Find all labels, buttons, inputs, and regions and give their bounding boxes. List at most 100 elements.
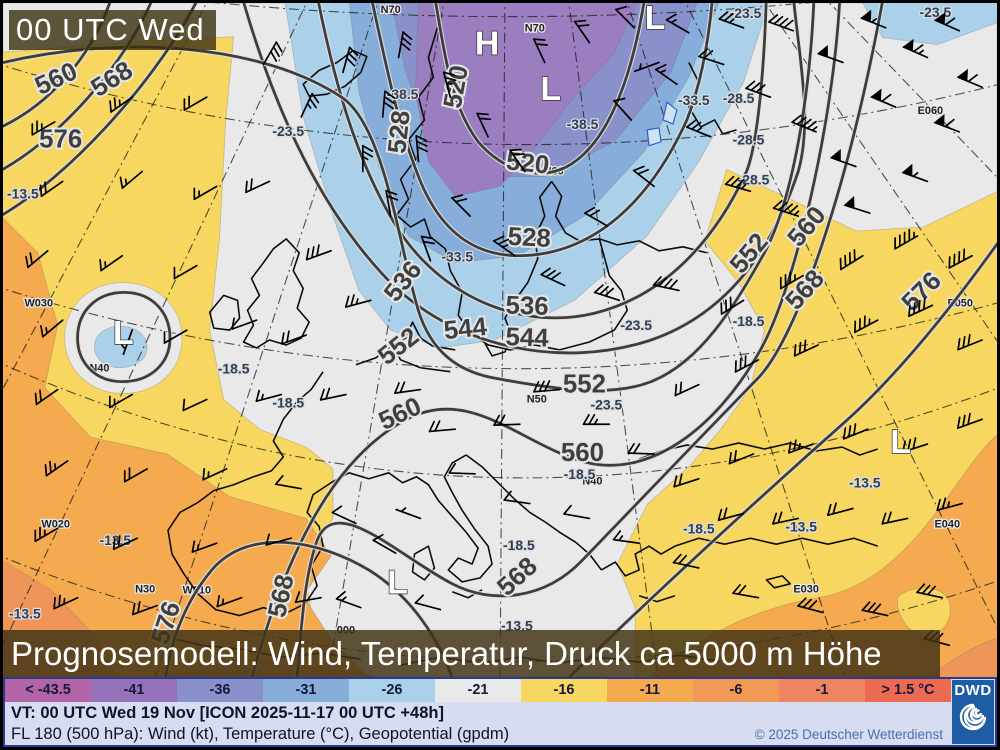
coastline <box>395 27 452 271</box>
temperature-labels: -38.5 -38.5 -33.5 -33.5 -28.5 -28.5 -28.5 -23.5… <box>6 3 953 635</box>
wind-barb <box>613 97 633 121</box>
band-minus6-se-corner <box>929 638 997 677</box>
wind-barb <box>881 511 909 525</box>
graticule-line-E010 <box>499 3 506 677</box>
valid-time-line: VT: 00 UTC Wed 19 Nov [ICON 2025-11-17 0… <box>11 704 444 722</box>
wind-barb <box>25 249 49 269</box>
temp-label: -23.5 <box>730 5 762 21</box>
wind-barb <box>672 553 700 569</box>
wind-barb <box>305 244 332 261</box>
valid-time-label: 00 UTC Wed <box>16 12 205 47</box>
graticule-line-W020 <box>3 3 308 647</box>
wind-barb <box>633 61 660 73</box>
wind-barb <box>503 490 531 505</box>
wind-barb <box>627 442 655 455</box>
wind-barb <box>131 601 158 616</box>
map-title-bar: Prognosemodell: Wind, Temperatur, Druck … <box>3 630 940 677</box>
wind-barb <box>793 339 819 357</box>
wind-barb <box>842 423 869 440</box>
temp-label: -23.5 <box>920 4 952 20</box>
coastline <box>348 454 493 583</box>
wind-barb <box>615 5 636 29</box>
wind-barb <box>300 92 320 118</box>
wind-barb <box>40 319 64 338</box>
wind-barb <box>319 387 347 401</box>
legend-cell: -1 <box>779 679 865 702</box>
wind-barb <box>31 120 56 136</box>
wind-barb <box>956 412 983 429</box>
temp-label: -28.5 <box>723 90 755 106</box>
wind-barb <box>843 196 871 214</box>
graticule-line-E050 <box>764 3 997 342</box>
graticule-label: N40 <box>582 476 602 488</box>
legend-cell: -31 <box>263 679 349 702</box>
temp-label: -13.5 <box>7 185 39 201</box>
wind-barb <box>717 507 745 521</box>
contour-label-560: 560 <box>561 439 604 467</box>
wind-barb <box>262 41 283 66</box>
pressure-marker-L: L <box>645 3 666 37</box>
wind-barb <box>34 388 59 406</box>
wind-barb <box>394 381 422 394</box>
wind-barb <box>533 380 561 393</box>
level-line: FL 180 (500 hPa): Wind (kt), Temperature… <box>11 725 510 743</box>
wind-barb <box>183 95 208 111</box>
wind-barb <box>772 200 800 217</box>
temp-label: -13.5 <box>9 606 41 622</box>
forecast-map: W030W020W010000E030E040E050E060N70N70N60… <box>3 3 997 677</box>
temp-label: -28.5 <box>738 171 770 187</box>
wind-barb <box>415 135 428 163</box>
pressure-marker-L: L <box>113 314 134 352</box>
map-title: Prognosemodell: Wind, Temperatur, Druck … <box>11 635 882 672</box>
graticule-line-N70 <box>213 3 812 18</box>
wind-barb <box>34 526 59 543</box>
band-minus11-southwest <box>3 217 370 677</box>
wind-barb <box>53 594 79 610</box>
wind-barb <box>957 333 983 351</box>
footer-text: VT: 00 UTC Wed 19 Nov [ICON 2025-11-17 0… <box>11 703 947 745</box>
temp-label: -18.5 <box>564 466 596 482</box>
wind-barb <box>540 267 566 287</box>
wind-barb <box>720 296 745 315</box>
wind-barb <box>202 468 228 481</box>
coastline <box>765 575 792 589</box>
pressure-marker-H: H <box>475 25 499 63</box>
graticule-label: E040 <box>935 518 961 530</box>
coastline <box>449 180 553 357</box>
wind-barb <box>698 48 725 66</box>
wind-barb <box>902 38 929 59</box>
legend-cell: > 1.5 °C <box>865 679 951 702</box>
pressure-markers: H L L L L L <box>112 3 911 602</box>
coastline <box>167 371 350 617</box>
wind-barb <box>632 165 655 188</box>
legend-cell: -21 <box>435 679 521 702</box>
wind-barb <box>901 163 929 183</box>
temp-label: -23.5 <box>620 317 652 333</box>
wind-barbs <box>25 5 983 647</box>
legend-cell: -41 <box>91 679 177 702</box>
wind-barb <box>361 144 374 173</box>
wind-barb <box>173 264 198 280</box>
wind-barb <box>734 355 760 373</box>
legend-cell: < -43.5 <box>5 679 91 702</box>
coastline <box>302 49 368 97</box>
wind-barb <box>652 276 680 292</box>
temp-label: -18.5 <box>218 361 250 377</box>
contour-576 <box>164 540 454 677</box>
contour-552 <box>3 3 816 392</box>
coastline <box>242 238 310 349</box>
graticule-label: N70 <box>381 4 401 16</box>
wind-barb <box>728 449 755 465</box>
wind-barb <box>442 71 457 99</box>
wind-barb <box>428 420 457 433</box>
wind-barb <box>420 235 436 262</box>
wind-barb <box>109 96 134 113</box>
pressure-marker-L: L <box>540 70 561 108</box>
wind-barb <box>685 119 712 138</box>
graticule-label: E060 <box>918 105 944 117</box>
wind-barb <box>916 583 944 599</box>
wind-barb <box>381 90 395 118</box>
wind-barb <box>476 112 492 138</box>
wind-barb <box>654 64 678 86</box>
wind-barb <box>119 170 144 189</box>
